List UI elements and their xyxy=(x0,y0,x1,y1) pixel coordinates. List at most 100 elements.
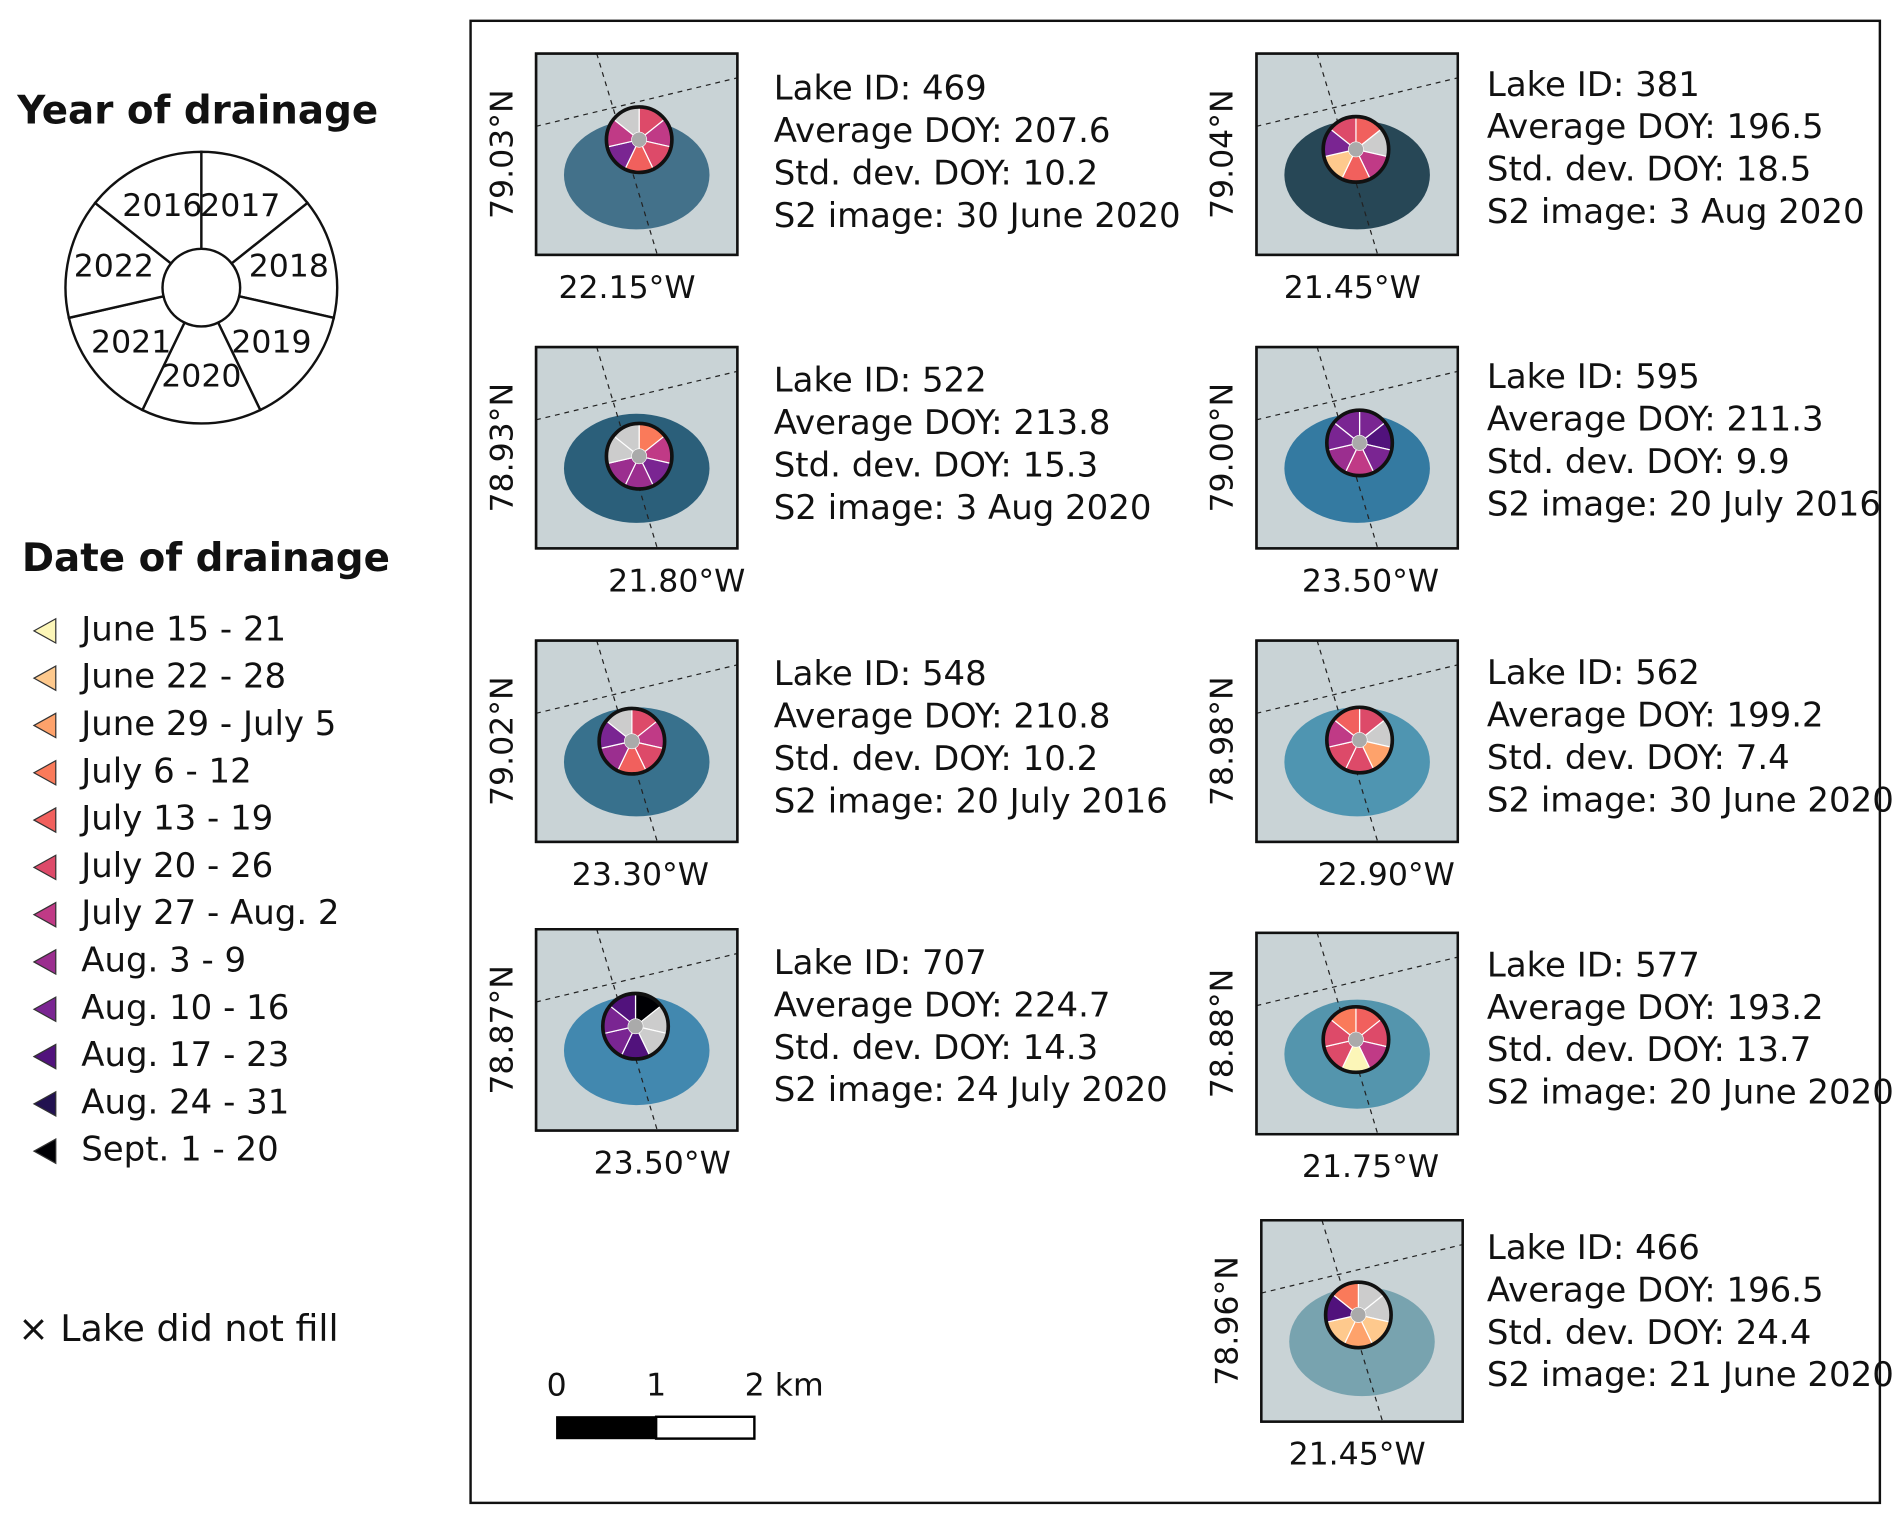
panel-border xyxy=(1260,1219,1464,1423)
lake xyxy=(563,120,710,230)
lake-info: S2 image: 3 Aug 2020 xyxy=(1487,192,1865,232)
lake-info: Lake ID: 577 xyxy=(1487,945,1700,985)
lake-info: S2 image: 24 July 2020 xyxy=(774,1070,1168,1110)
lake-info: Average DOY: 196.5 xyxy=(1487,107,1824,147)
graticule xyxy=(1316,53,1379,256)
lake-info: Std. dev. DOY: 18.5 xyxy=(1487,150,1811,190)
wheel-segment xyxy=(229,201,339,320)
wheel-segment xyxy=(140,320,262,425)
lon-label: 23.50°W xyxy=(594,1146,731,1182)
pie-outline xyxy=(604,105,674,175)
legend-label: Aug. 10 - 16 xyxy=(81,988,289,1028)
pie-center xyxy=(1352,732,1367,748)
legend-swatch xyxy=(32,996,57,1023)
wheel-segment xyxy=(200,150,310,266)
lake-info: Lake ID: 522 xyxy=(774,361,987,401)
pie-outline xyxy=(597,706,667,776)
legend-swatch xyxy=(32,1138,57,1165)
lon-label: 21.45°W xyxy=(1289,1437,1426,1473)
scale-bar xyxy=(654,1415,756,1440)
scale-label: 0 xyxy=(547,1367,567,1403)
lake-info: Lake ID: 466 xyxy=(1487,1228,1700,1268)
scale-bar xyxy=(556,1416,657,1440)
wheel-label: 2016 xyxy=(122,188,202,224)
lat-label: 79.02°N xyxy=(484,676,520,806)
scale-label: 1 xyxy=(646,1367,666,1403)
lon-label: 22.15°W xyxy=(558,270,695,306)
legend-swatch xyxy=(32,712,57,739)
lon-label: 21.75°W xyxy=(1302,1149,1439,1185)
lake-info: Average DOY: 193.2 xyxy=(1487,988,1824,1028)
legend-swatch xyxy=(32,1090,57,1118)
legend-swatch xyxy=(32,1043,57,1070)
legend-swatch xyxy=(32,854,57,881)
graticule xyxy=(1316,346,1379,549)
pie-outline xyxy=(1325,705,1395,775)
graticule xyxy=(596,346,658,549)
legend-label: July 20 - 26 xyxy=(79,846,273,886)
lat-label: 78.88°N xyxy=(1205,969,1241,1099)
panel-border xyxy=(1255,931,1460,1136)
legend-label: June 29 - July 5 xyxy=(79,704,336,744)
lake-info: Std. dev. DOY: 7.4 xyxy=(1487,738,1790,778)
legend-label: July 27 - Aug. 2 xyxy=(79,893,339,933)
legend-label: July 6 - 12 xyxy=(79,751,251,791)
lake-info: Lake ID: 595 xyxy=(1487,357,1700,397)
wheel-label: 2019 xyxy=(231,325,311,361)
lon-label: 22.90°W xyxy=(1318,857,1455,893)
pie-outline xyxy=(1321,1005,1391,1075)
pie-outline xyxy=(1321,114,1391,184)
lat-label: 78.93°N xyxy=(484,383,520,513)
lake-info: Average DOY: 210.8 xyxy=(774,697,1111,737)
legend-label: Aug. 24 - 31 xyxy=(81,1082,289,1122)
scale-label: 2 km xyxy=(745,1367,824,1403)
pie-outline xyxy=(1325,408,1395,478)
lake-info: S2 image: 3 Aug 2020 xyxy=(774,488,1152,528)
graticule xyxy=(1316,640,1379,843)
panel-border xyxy=(534,639,739,844)
legend-swatch xyxy=(32,759,57,786)
lake-info: Lake ID: 381 xyxy=(1487,65,1700,105)
lake-info: Lake ID: 707 xyxy=(774,943,987,983)
wheel-label: 2021 xyxy=(91,325,171,361)
lon-label: 21.80°W xyxy=(608,563,745,599)
lake-info: S2 image: 20 June 2020 xyxy=(1487,1073,1892,1113)
lat-label: 79.00°N xyxy=(1205,383,1241,513)
graticule xyxy=(1316,932,1379,1135)
lake-info: S2 image: 20 July 2016 xyxy=(774,782,1168,822)
lon-label: 23.50°W xyxy=(1302,563,1439,599)
legend-label: Aug. 3 - 9 xyxy=(81,940,246,980)
pie-center xyxy=(628,1018,643,1034)
lake-info: Average DOY: 224.7 xyxy=(774,985,1111,1025)
wheel-segment xyxy=(64,201,173,320)
legend-swatch xyxy=(32,617,57,645)
wheel-segment xyxy=(93,150,203,266)
panel-border xyxy=(1255,345,1460,550)
wheel-label: 2017 xyxy=(200,188,280,224)
legend-note: × Lake did not fill xyxy=(18,1307,338,1350)
legend-swatch xyxy=(32,901,57,928)
lake-info: S2 image: 30 June 2020 xyxy=(774,196,1181,236)
pie-center xyxy=(1348,1032,1364,1047)
pie-center xyxy=(631,448,647,464)
frame xyxy=(469,19,1882,1505)
lake-info: Average DOY: 207.6 xyxy=(774,111,1111,151)
pie-outline xyxy=(604,421,674,491)
lake-info: Average DOY: 199.2 xyxy=(1487,695,1824,735)
pie-center xyxy=(631,132,647,147)
lat-label: 78.98°N xyxy=(1205,676,1241,806)
lake-info: Std. dev. DOY: 10.2 xyxy=(774,153,1098,193)
lake-info: Std. dev. DOY: 10.2 xyxy=(774,739,1098,779)
wheel-label: 2018 xyxy=(249,249,329,285)
legend-label: June 22 - 28 xyxy=(79,657,286,697)
lat-label: 78.96°N xyxy=(1210,1256,1246,1386)
lake-info: Average DOY: 196.5 xyxy=(1487,1270,1824,1310)
lake-info: Std. dev. DOY: 15.3 xyxy=(774,446,1098,486)
panel-border xyxy=(1255,639,1460,844)
graticule xyxy=(596,640,658,843)
pie-center xyxy=(1352,435,1367,451)
lake-info: Std. dev. DOY: 24.4 xyxy=(1487,1313,1811,1353)
legend-label: July 13 - 19 xyxy=(79,799,273,839)
legend-label: June 15 - 21 xyxy=(79,609,286,649)
